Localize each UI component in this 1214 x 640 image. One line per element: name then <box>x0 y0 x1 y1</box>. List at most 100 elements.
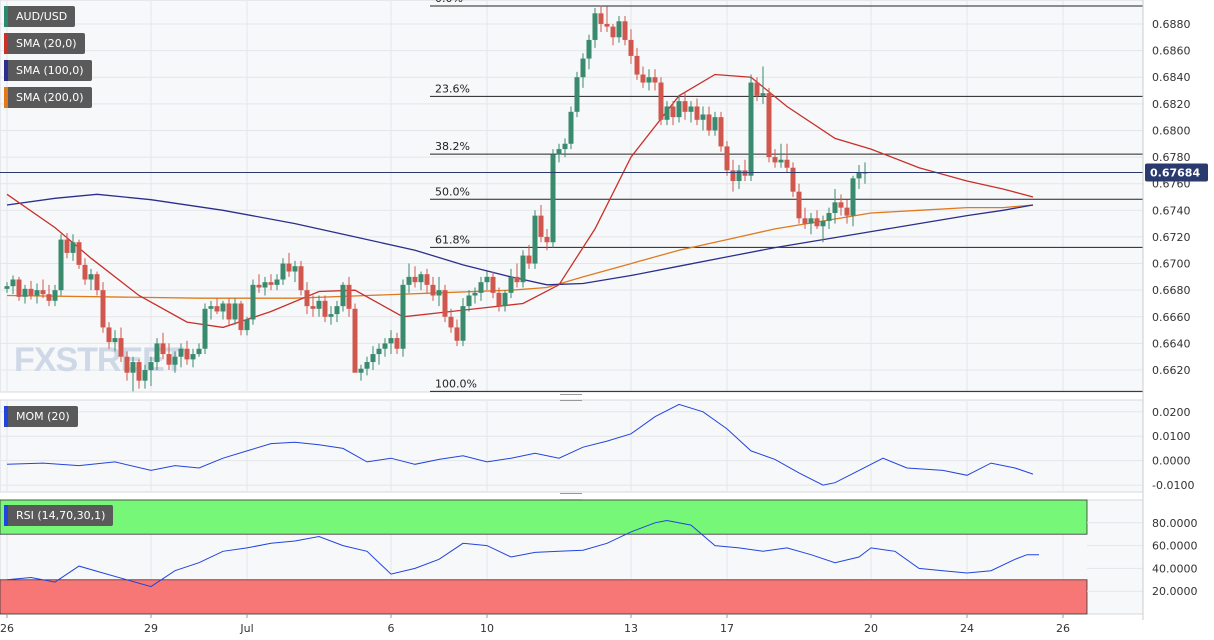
candle-body <box>412 276 418 283</box>
momentum-line <box>6 403 1034 486</box>
time-axis: 26 29 Jul 6 10 13 17 20 24 26 <box>0 614 1070 635</box>
rsi-tick-label: 80.0000 <box>1152 517 1198 530</box>
candle-body <box>238 303 244 331</box>
candle-body <box>820 220 826 227</box>
rsi-tick-label: 20.0000 <box>1152 585 1198 598</box>
momentum-tick-label: 0.0100 <box>1152 430 1191 443</box>
pane-resize-handle-rsi[interactable] <box>560 493 582 500</box>
candle-body <box>676 101 682 118</box>
candle-body <box>280 263 286 280</box>
candle-body <box>406 276 412 285</box>
candle-body <box>178 348 184 357</box>
rsi-overbought-zone <box>0 499 1088 535</box>
candle-body <box>538 215 544 237</box>
legend-audusd[interactable]: AUD/USD <box>4 6 76 27</box>
candle-body <box>172 356 178 365</box>
candle-body <box>58 239 64 291</box>
rsi-oversold-zone <box>0 579 1088 615</box>
candle-body <box>460 306 466 341</box>
candle-body <box>682 101 688 112</box>
current-price-tag <box>1145 163 1208 182</box>
momentum-tick-label: 0.0200 <box>1152 406 1191 419</box>
candle-body <box>418 274 424 283</box>
candle-body <box>796 191 802 219</box>
price-tick-label: 0.6840 <box>1152 71 1191 84</box>
time-tick-label: 17 <box>720 622 734 635</box>
candle-body <box>706 114 712 131</box>
legend-momentum[interactable]: MOM (20) <box>4 406 78 427</box>
current-price-label: 0.67684 <box>1150 167 1200 180</box>
rsi-grid <box>0 499 1143 615</box>
candle-body <box>430 284 436 296</box>
candle-body <box>76 242 82 265</box>
candle-body <box>118 338 124 357</box>
price-tick-label: 0.6860 <box>1152 45 1191 58</box>
fib-level-label: 61.8% <box>435 233 470 246</box>
legend-sma20[interactable]: SMA (20,0) <box>4 33 85 54</box>
legend-swatch <box>4 60 8 81</box>
sma200-line <box>6 204 1034 299</box>
candle-body <box>730 170 736 182</box>
candle-body <box>640 74 646 83</box>
candle-body <box>136 362 142 381</box>
candle-body <box>304 290 310 307</box>
candle-body <box>142 370 148 381</box>
candle-body <box>562 143 568 150</box>
price-tick-label: 0.6660 <box>1152 311 1191 324</box>
candle-body <box>424 274 430 285</box>
candle-body <box>748 82 754 176</box>
candle-body <box>148 362 154 371</box>
candle-body <box>244 319 250 331</box>
time-tick-label: 13 <box>624 622 638 635</box>
candle-body <box>358 368 364 373</box>
candle-body <box>802 218 808 224</box>
time-tick-label: Jul <box>239 622 253 635</box>
candle-body <box>628 39 634 56</box>
candle-body <box>520 255 526 283</box>
candle-body <box>184 348 190 360</box>
candle-body <box>340 284 346 307</box>
candle-body <box>850 178 856 216</box>
candle-body <box>196 348 202 355</box>
candle-body <box>772 157 778 163</box>
legend-rsi[interactable]: RSI (14,70,30,1) <box>4 505 114 526</box>
candle-body <box>832 202 838 213</box>
candle-body <box>844 207 850 216</box>
pane-resize-handle-momentum[interactable] <box>560 394 582 401</box>
time-tick-label: 10 <box>480 622 494 635</box>
price-tick-label: 0.6880 <box>1152 18 1191 31</box>
momentum-axis: 0.0200 0.0100 0.0000 -0.0100 <box>1152 406 1194 492</box>
legend-sma200[interactable]: SMA (200,0) <box>4 87 92 108</box>
candle-body <box>592 13 598 40</box>
candle-body <box>442 290 448 317</box>
price-tick-label: 0.6780 <box>1152 151 1191 164</box>
candle-body <box>634 55 640 75</box>
legend-label: SMA (200,0) <box>16 91 84 104</box>
price-tick-label: 0.6640 <box>1152 337 1191 350</box>
candle-body <box>208 306 214 309</box>
candle-body <box>646 77 652 83</box>
fib-level-label: 38.2% <box>435 140 470 153</box>
candle-body <box>22 288 28 297</box>
candle-body <box>70 242 76 253</box>
time-tick-label: 26 <box>0 622 14 635</box>
candle-body <box>478 282 484 293</box>
candle-body <box>28 288 34 296</box>
rsi-series-line <box>6 519 1039 588</box>
legend-label: AUD/USD <box>16 10 68 23</box>
candle-body <box>664 106 670 120</box>
candle-body <box>388 338 394 344</box>
price-pane <box>0 0 1144 393</box>
candle-body <box>16 279 22 297</box>
candle-body <box>688 106 694 112</box>
price-tick-label: 0.6740 <box>1152 204 1191 217</box>
legend-sma100[interactable]: SMA (100,0) <box>4 60 92 81</box>
candle-body <box>754 82 760 96</box>
fib-level-label: 23.6% <box>435 82 470 95</box>
candle-body <box>106 327 112 343</box>
candle-body <box>100 290 106 328</box>
candle-body <box>814 218 820 227</box>
time-tick-label: 24 <box>960 622 974 635</box>
candle-body <box>808 218 814 224</box>
